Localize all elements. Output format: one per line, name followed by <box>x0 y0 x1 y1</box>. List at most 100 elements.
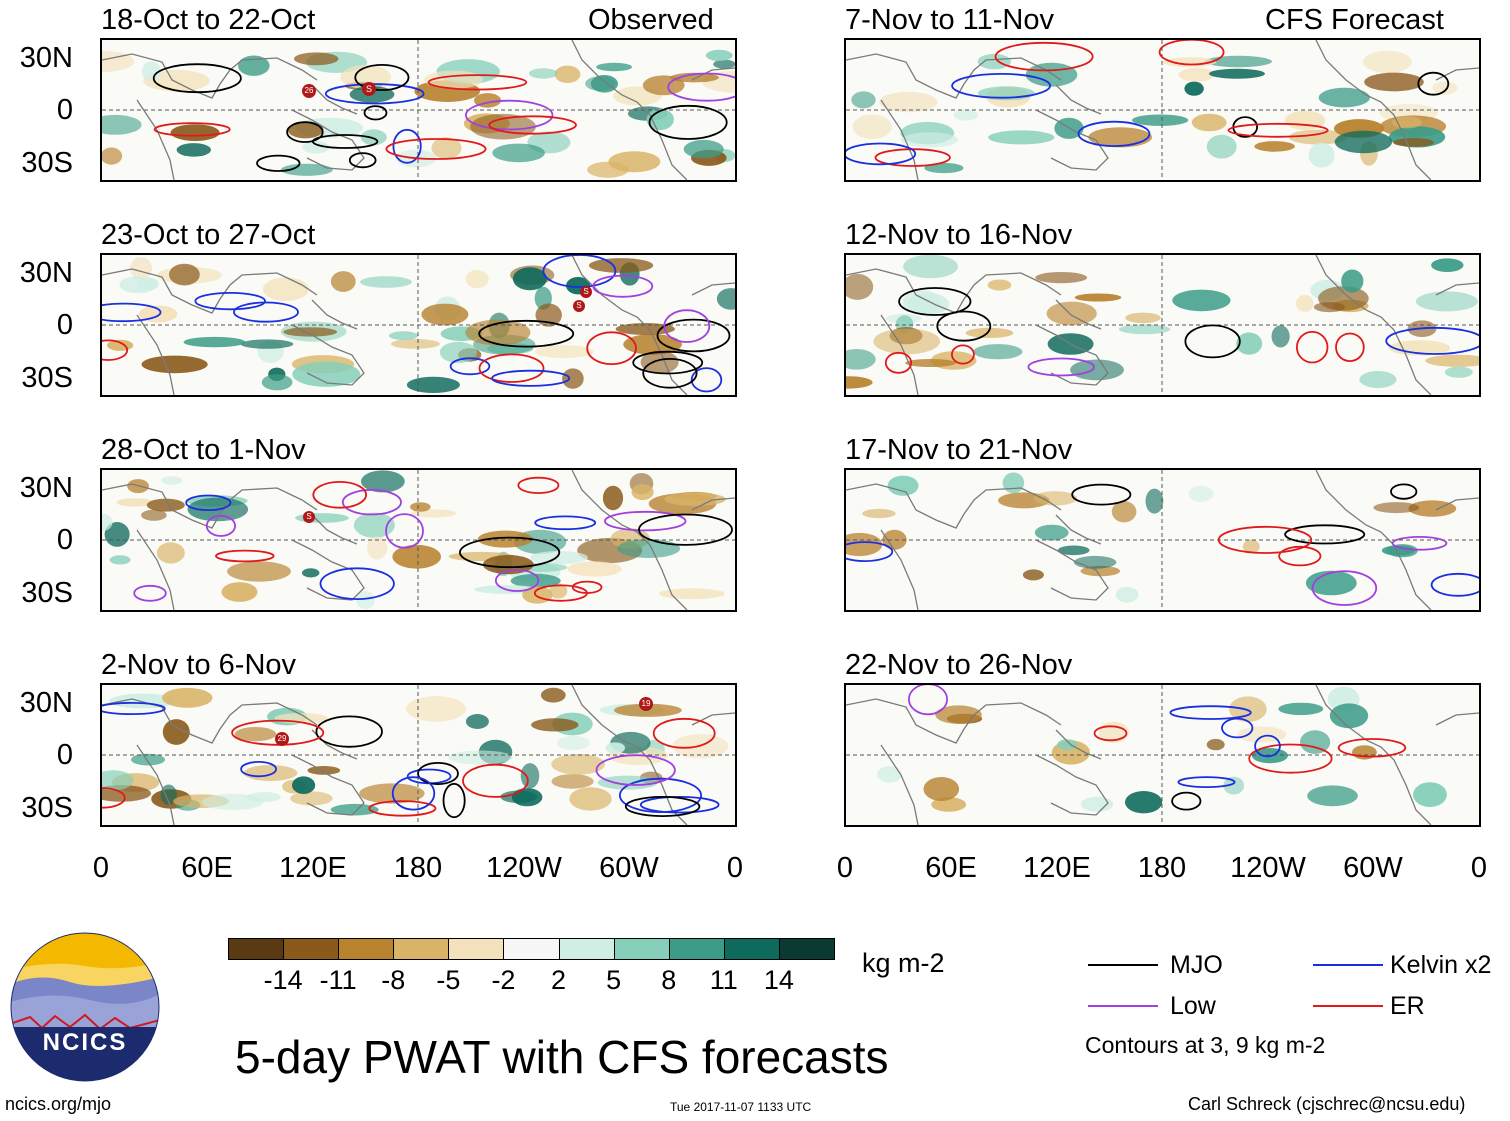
legend-label-kelvin: Kelvin x2 <box>1390 951 1492 979</box>
pwat-anomaly-blob <box>141 61 161 82</box>
pwat-anomaly-blob <box>1300 730 1331 754</box>
pwat-anomaly-blob <box>1415 291 1478 312</box>
pwat-anomaly-blob <box>557 735 590 750</box>
colorbar-tick-label: 5 <box>606 965 622 995</box>
map-panel-2 <box>100 253 737 397</box>
pwat-anomaly-blob <box>617 539 681 558</box>
pwat-anomaly-blob <box>1381 545 1415 556</box>
pwat-anomaly-blob <box>1188 485 1214 502</box>
wave-contour <box>638 513 733 546</box>
wave-contour <box>586 331 637 365</box>
pwat-anomaly-blob <box>659 588 725 600</box>
pwat-anomaly-blob <box>161 476 183 485</box>
pwat-anomaly-blob <box>1022 569 1044 581</box>
pwat-anomaly-blob <box>877 766 902 783</box>
panel-title-3: 28-Oct to 1-Nov <box>101 434 306 466</box>
pwat-anomaly-blob <box>290 791 333 806</box>
wave-contour <box>1169 705 1252 720</box>
wave-contour <box>652 717 716 749</box>
colorbar-swatch <box>448 938 505 960</box>
pwat-anomaly-blob <box>1080 796 1114 812</box>
xlab: 120W <box>486 852 562 884</box>
coastline <box>1315 255 1432 395</box>
panel-title-4: 2-Nov to 6-Nov <box>101 649 297 681</box>
colorbar-tick-label: -11 <box>319 965 357 995</box>
pwat-anomaly-blob <box>1111 501 1137 523</box>
pwat-anomaly-blob <box>1254 141 1295 152</box>
panel-title-6: 12-Nov to 16-Nov <box>845 219 1073 251</box>
colorbar-tick-label: -2 <box>491 965 516 995</box>
wave-contour <box>205 514 237 537</box>
pwat-anomaly-blob <box>1373 502 1420 514</box>
wave-contour <box>462 763 529 798</box>
xlab: 60E <box>925 852 977 884</box>
coastline <box>1035 324 1109 386</box>
coastline <box>1055 514 1102 545</box>
pwat-anomaly-blob <box>520 763 540 789</box>
pwat-anomaly-blob <box>1313 302 1345 313</box>
pwat-anomaly-blob <box>882 529 907 550</box>
colorbar-tick-label: -8 <box>381 965 406 995</box>
pwat-anomaly-blob <box>528 68 558 79</box>
observed-label: Observed <box>588 4 714 36</box>
pwat-anomaly-blob <box>1271 325 1290 348</box>
pwat-anomaly-blob <box>1204 55 1272 68</box>
pwat-anomaly-blob <box>1408 500 1457 517</box>
pwat-anomaly-blob <box>262 277 309 301</box>
xlab: 180 <box>1137 852 1187 884</box>
wave-contour <box>1335 332 1365 363</box>
colorbar-swatch <box>393 938 450 960</box>
coastline <box>571 685 688 825</box>
ylab-0: 0 <box>56 309 73 341</box>
map-panel-8 <box>844 683 1481 827</box>
panel-title-8: 22-Nov to 26-Nov <box>845 649 1073 681</box>
pwat-anomaly-blob <box>1074 293 1122 302</box>
pwat-anomaly-blob <box>905 359 956 367</box>
coastline <box>846 698 1062 744</box>
wave-contour <box>354 63 410 92</box>
pwat-anomaly-blob <box>551 774 594 789</box>
colorbar-swatch <box>613 938 670 960</box>
wave-contour <box>391 776 436 811</box>
coastline <box>1435 67 1479 81</box>
wave-contour <box>153 122 231 137</box>
coastline <box>691 282 735 296</box>
xlab: 180 <box>393 852 443 884</box>
coastline <box>691 67 735 81</box>
coastline <box>311 299 358 330</box>
pwat-anomaly-blob <box>240 339 294 349</box>
coastline <box>102 268 318 314</box>
coastline <box>1435 282 1479 296</box>
footer-url[interactable]: ncics.org/mjo <box>5 1094 112 1114</box>
wave-contour <box>488 115 577 135</box>
wave-contour <box>846 142 917 166</box>
wave-contour <box>663 309 711 343</box>
map-panel-6 <box>844 253 1481 397</box>
coastline <box>1035 539 1109 601</box>
pwat-anomaly-blob <box>705 49 733 61</box>
pwat-anomaly-blob <box>292 776 316 794</box>
xlab: 0 <box>92 852 110 884</box>
pwat-anomaly-blob <box>162 719 190 745</box>
wave-contour <box>1158 40 1225 66</box>
wave-contour <box>478 319 575 348</box>
pwat-anomaly-blob <box>562 368 584 389</box>
wave-contour <box>534 515 597 531</box>
coastline <box>136 529 175 610</box>
pwat-anomaly-blob <box>596 62 632 72</box>
pwat-anomaly-blob <box>1002 472 1025 494</box>
wave-contour <box>442 782 466 819</box>
wave-contour <box>417 762 459 786</box>
ylab-30n: 30N <box>19 42 73 74</box>
pwat-anomaly-blob <box>1125 791 1163 814</box>
wave-contour <box>1296 330 1329 364</box>
pwat-anomaly-blob <box>102 770 134 791</box>
coastline <box>291 324 365 386</box>
wave-contour <box>604 510 687 532</box>
coastline <box>311 514 358 545</box>
pwat-anomaly-blob <box>330 271 356 292</box>
ylab-30n: 30N <box>19 472 73 504</box>
pwat-anomaly-blob <box>1305 570 1357 596</box>
colorbar-swatch <box>228 938 285 960</box>
pwat-anomaly-blob <box>388 331 419 341</box>
